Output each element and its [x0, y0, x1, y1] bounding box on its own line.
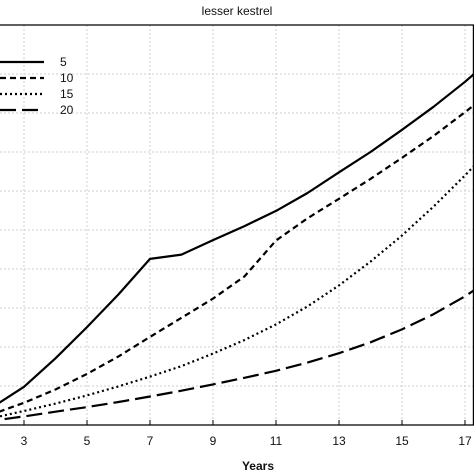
legend-label-5: 5 — [60, 55, 67, 69]
series-line-5 — [0, 72, 474, 404]
x-tick-label: 9 — [210, 434, 217, 448]
x-tick-label: 5 — [84, 434, 91, 448]
chart-title: lesser kestrel — [201, 4, 273, 18]
x-axis-title: Years — [242, 459, 274, 473]
legend-label-15: 15 — [60, 87, 74, 101]
series-line-10 — [0, 103, 474, 413]
x-tick-label: 11 — [270, 434, 283, 448]
series-line-15 — [0, 164, 474, 418]
x-tick-label: 17 — [458, 434, 472, 448]
x-tick-label: 13 — [332, 434, 346, 448]
legend-label-10: 10 — [60, 71, 74, 85]
x-tick-label: 15 — [395, 434, 409, 448]
x-tick-label: 3 — [21, 434, 28, 448]
legend-label-20: 20 — [60, 103, 74, 117]
series-line-20 — [0, 288, 474, 421]
plot-area — [0, 25, 474, 425]
x-tick-label: 7 — [147, 434, 154, 448]
